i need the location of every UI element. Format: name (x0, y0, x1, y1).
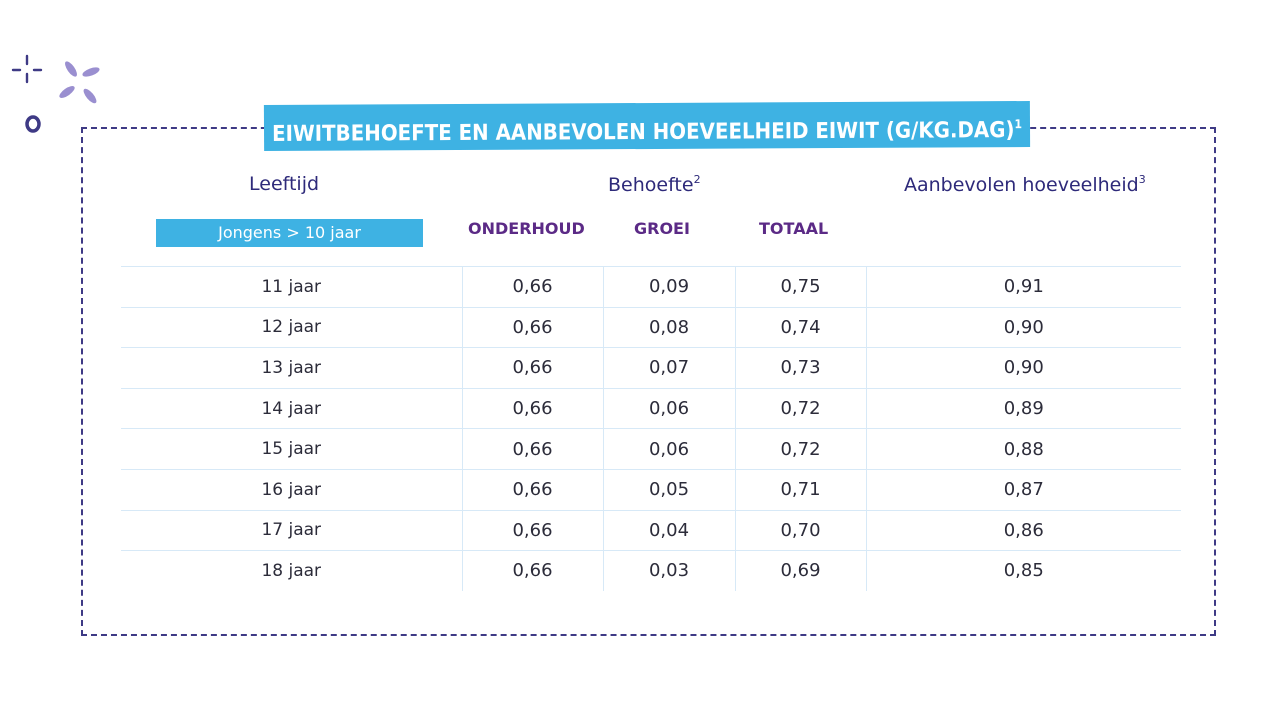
cell-age: 18 jaar (121, 550, 462, 591)
header-recommended-footnote: 3 (1138, 173, 1146, 186)
title-footnote: 1 (1014, 117, 1023, 132)
table-row: 16 jaar 0,66 0,05 0,71 0,87 (121, 468, 1181, 511)
cell-age: 16 jaar (121, 468, 462, 511)
cell-recommended: 0,86 (865, 509, 1181, 551)
cell-maintenance: 0,66 (461, 509, 603, 551)
cell-growth: 0,07 (602, 347, 735, 389)
cell-maintenance: 0,66 (461, 428, 603, 470)
cell-total: 0,75 (734, 266, 866, 308)
cell-total: 0,74 (734, 306, 866, 348)
cell-maintenance: 0,66 (461, 387, 603, 429)
subheader-total: TOTAAL (759, 219, 829, 238)
cell-age: 17 jaar (121, 509, 462, 551)
table-row: 15 jaar 0,66 0,06 0,72 0,88 (121, 428, 1181, 470)
cell-age: 12 jaar (121, 306, 462, 348)
header-recommended-label: Aanbevolen hoeveelheid (904, 174, 1139, 196)
cell-recommended: 0,90 (865, 306, 1181, 348)
cell-age: 13 jaar (121, 347, 462, 389)
cell-maintenance: 0,66 (461, 266, 603, 308)
cell-maintenance: 0,66 (461, 306, 603, 348)
table-row: 14 jaar 0,66 0,06 0,72 0,89 (121, 387, 1181, 429)
table-title: EIWITBEHOEFTE EN AANBEVOLEN HOEVEELHEID … (263, 100, 1031, 152)
table-row: 12 jaar 0,66 0,08 0,74 0,90 (121, 306, 1181, 348)
cell-maintenance: 0,66 (461, 347, 603, 389)
cell-maintenance: 0,66 (461, 550, 603, 591)
header-need: Behoefte2 (608, 173, 701, 196)
table-row: 13 jaar 0,66 0,07 0,73 0,90 (121, 347, 1181, 389)
cell-total: 0,70 (734, 509, 866, 551)
circle-icon (25, 115, 41, 133)
cell-recommended: 0,88 (865, 428, 1181, 470)
table-row: 11 jaar 0,66 0,09 0,75 0,91 (121, 266, 1181, 308)
cell-growth: 0,06 (602, 387, 735, 429)
cell-age: 15 jaar (121, 428, 462, 470)
cell-growth: 0,06 (602, 428, 735, 470)
cell-growth: 0,08 (602, 306, 735, 348)
cell-growth: 0,05 (602, 468, 735, 511)
header-need-label: Behoefte (608, 174, 694, 196)
sparkle-icon (11, 54, 43, 84)
subheader-maintenance: ONDERHOUD (468, 219, 585, 238)
cell-total: 0,71 (734, 468, 866, 511)
cell-recommended: 0,89 (865, 387, 1181, 429)
cell-total: 0,72 (734, 428, 866, 470)
sparkle-decoration (11, 54, 100, 133)
table-row: 18 jaar 0,66 0,03 0,69 0,85 (121, 550, 1181, 591)
subheader-growth: GROEI (634, 219, 690, 238)
cell-maintenance: 0,66 (461, 468, 603, 511)
cell-total: 0,72 (734, 387, 866, 429)
cell-recommended: 0,87 (865, 468, 1181, 511)
cell-age: 14 jaar (121, 387, 462, 429)
cell-age: 11 jaar (121, 266, 462, 308)
cell-recommended: 0,90 (865, 347, 1181, 389)
cell-total: 0,69 (734, 550, 866, 591)
table-row: 17 jaar 0,66 0,04 0,70 0,86 (121, 509, 1181, 551)
cell-total: 0,73 (734, 347, 866, 389)
cell-growth: 0,04 (602, 509, 735, 551)
cell-growth: 0,09 (602, 266, 735, 308)
header-need-footnote: 2 (693, 173, 701, 186)
sparkle-icon (59, 61, 100, 104)
protein-table: 11 jaar 0,66 0,09 0,75 0,91 12 jaar 0,66… (121, 266, 1181, 591)
header-age: Leeftijd (249, 173, 320, 195)
title-text: EIWITBEHOEFTE EN AANBEVOLEN HOEVEELHEID … (271, 118, 1015, 147)
cell-recommended: 0,91 (865, 266, 1181, 308)
cell-recommended: 0,85 (865, 550, 1181, 591)
cell-growth: 0,03 (602, 550, 735, 591)
header-recommended: Aanbevolen hoeveelheid3 (904, 173, 1146, 196)
group-label: Jongens > 10 jaar (156, 219, 423, 247)
